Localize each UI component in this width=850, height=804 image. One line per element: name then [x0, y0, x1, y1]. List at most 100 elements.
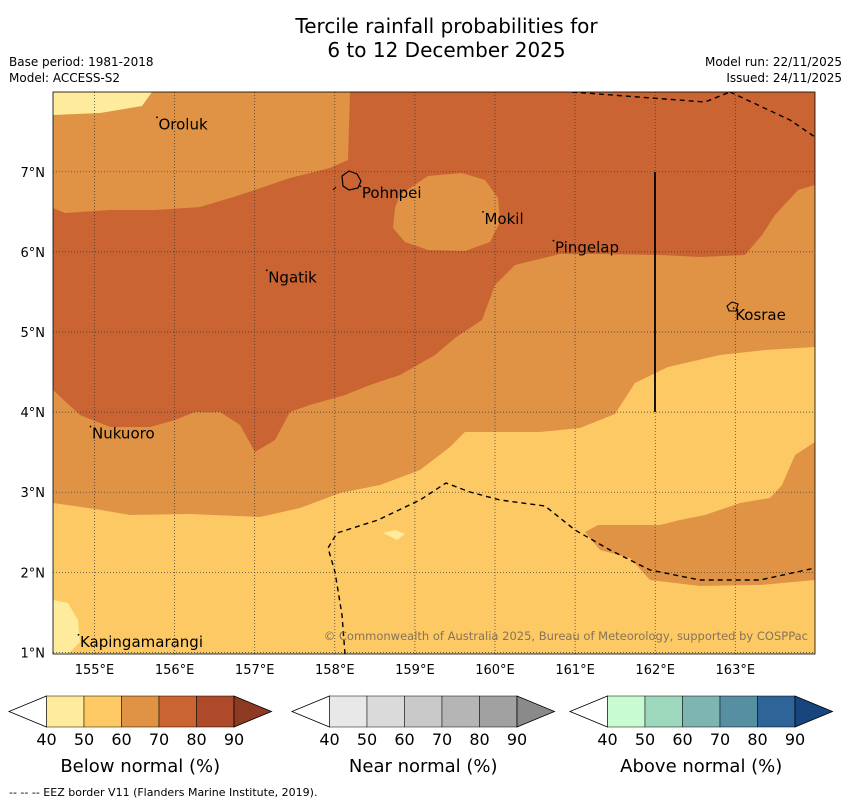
- legend-left-tip: [568, 695, 608, 728]
- legend-right-tip: [516, 695, 556, 728]
- legend-2: 40 50 60 70 80 90 Near normal (%): [290, 695, 556, 777]
- place-marker: [77, 633, 80, 636]
- legend-swatch: [83, 695, 122, 728]
- legend-swatch: [607, 695, 646, 728]
- legend-tick-label: 40: [319, 730, 339, 749]
- lat-tick-label: 2°N: [21, 566, 46, 581]
- place-marker: [265, 269, 268, 272]
- place-marker: [552, 239, 555, 242]
- legend-title: Below normal (%): [60, 756, 220, 777]
- legend-swatch: [719, 695, 758, 728]
- legend-swatch: [329, 695, 368, 728]
- field-40-50-south: [53, 600, 80, 654]
- legend-tick-label: 80: [186, 730, 206, 749]
- lat-tick-label: 3°N: [21, 486, 46, 501]
- field-60-70-island: [393, 173, 500, 251]
- lon-tick-label: 160°E: [475, 663, 515, 678]
- map-frame: [52, 91, 816, 655]
- place-label: Pohnpei: [362, 184, 422, 202]
- place-label: Mokil: [484, 210, 523, 228]
- title-line-1: Tercile rainfall probabilities for: [295, 14, 598, 38]
- base-period: Base period: 1981-2018: [9, 55, 154, 69]
- legend-swatch: [121, 695, 160, 728]
- field-70-80: [53, 92, 815, 452]
- field-40-50-small: [383, 530, 405, 540]
- legend-swatch: [46, 695, 85, 728]
- lat-tick-label: 4°N: [21, 406, 46, 421]
- legend-swatch: [158, 695, 197, 728]
- legend-tick-label: 70: [149, 730, 169, 749]
- legend-left-tip: [290, 695, 330, 728]
- lat-tick-label: 6°N: [21, 246, 46, 261]
- legend-tick-label: 60: [672, 730, 692, 749]
- legend-swatch: [366, 695, 405, 728]
- axis-tick-labels: 155°E 156°E 157°E 158°E 159°E 160°E 161°E 162°E…: [21, 166, 756, 678]
- legend-tick-label: 40: [597, 730, 617, 749]
- issued-date: Issued: 24/11/2025: [726, 71, 842, 85]
- model-name: Model: ACCESS-S2: [9, 71, 121, 85]
- legend-tick-label: 90: [785, 730, 805, 749]
- legend-left-tip: [7, 695, 47, 728]
- lon-tick-label: 157°E: [235, 663, 275, 678]
- legend-swatch: [441, 695, 480, 728]
- legend-tick-label: 60: [111, 730, 131, 749]
- place-marker: [482, 210, 484, 213]
- place-marker: [732, 307, 735, 309]
- legend-tick-label: 50: [357, 730, 377, 749]
- map-title: Tercile rainfall probabilities for 6 to …: [0, 14, 850, 62]
- legend-title: Above normal (%): [620, 756, 782, 777]
- copyright-text: © Commonwealth of Australia 2025, Bureau…: [324, 629, 808, 643]
- field-40-50-north: [53, 92, 152, 115]
- legend-title: Near normal (%): [349, 756, 498, 777]
- place-marker: [359, 185, 362, 188]
- probability-fields: [53, 92, 815, 654]
- legend-swatch: [479, 695, 518, 728]
- meta-left: Base period: 1981-2018 Model: ACCESS-S2: [9, 54, 154, 86]
- kosrae-outline: [726, 301, 739, 312]
- place-labels: Oroluk Pohnpei Mokil Pingelap Ngatik Kosrae Nu…: [77, 115, 786, 651]
- lat-tick-label: 7°N: [21, 166, 46, 181]
- legend-tick-label: 60: [394, 730, 414, 749]
- lat-tick-label: 5°N: [21, 326, 46, 341]
- legend-right-tip: [233, 695, 273, 728]
- meta-right: Model run: 22/11/2025 Issued: 24/11/2025: [705, 54, 842, 86]
- lon-tick-label: 158°E: [315, 663, 355, 678]
- legend-tick-label: 50: [635, 730, 655, 749]
- legend-tick-label: 90: [507, 730, 527, 749]
- legend-tick-label: 40: [36, 730, 56, 749]
- place-label: Kosrae: [735, 306, 786, 324]
- lon-tick-label: 163°E: [716, 663, 756, 678]
- eez-border: [327, 92, 815, 654]
- legend-swatch: [757, 695, 796, 728]
- place-label: Oroluk: [158, 115, 207, 133]
- legend-tick-label: 80: [469, 730, 489, 749]
- lon-tick-label: 161°E: [555, 663, 595, 678]
- lon-tick-label: 155°E: [75, 663, 115, 678]
- eez-footnote: -- -- -- EEZ border V11 (Flanders Marine…: [9, 786, 318, 799]
- lat-tick-label: 1°N: [21, 646, 46, 661]
- legend-swatch: [196, 695, 235, 728]
- place-label: Nukuoro: [92, 425, 155, 443]
- legend-tick-label: 80: [747, 730, 767, 749]
- title-line-2: 6 to 12 December 2025: [327, 38, 566, 62]
- field-50-60: [53, 347, 815, 654]
- legend-tick-label: 90: [224, 730, 244, 749]
- place-label: Kapingamarangi: [80, 633, 203, 651]
- model-run: Model run: 22/11/2025: [704, 55, 842, 69]
- place-marker: [89, 425, 92, 428]
- lon-tick-label: 159°E: [395, 663, 435, 678]
- legend-swatch: [404, 695, 443, 728]
- legend-tick-label: 50: [74, 730, 94, 749]
- lon-tick-label: 162°E: [635, 663, 675, 678]
- place-label: Pingelap: [555, 239, 619, 257]
- pohnpei-outline: [341, 170, 362, 191]
- legend-right-tip: [794, 695, 834, 728]
- place-marker: [156, 116, 158, 119]
- place-label: Ngatik: [268, 268, 317, 286]
- legend-tick-label: 70: [432, 730, 452, 749]
- lon-tick-label: 156°E: [155, 663, 195, 678]
